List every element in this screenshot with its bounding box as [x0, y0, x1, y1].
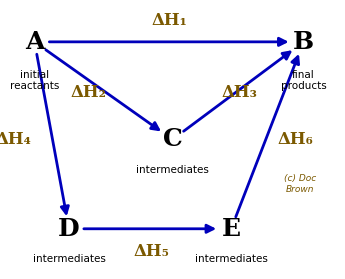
Text: D: D	[58, 217, 80, 241]
Text: final
products: final products	[281, 70, 326, 91]
Text: ΔH₅: ΔH₅	[134, 243, 170, 259]
Text: E: E	[221, 217, 241, 241]
Text: C: C	[162, 128, 183, 151]
Text: intermediates: intermediates	[136, 165, 209, 175]
Text: intermediates: intermediates	[32, 254, 106, 264]
Text: intermediates: intermediates	[195, 254, 268, 264]
Text: (c) Doc
Brown: (c) Doc Brown	[284, 174, 316, 194]
Text: ΔH₃: ΔH₃	[222, 84, 258, 100]
Text: ΔH₂: ΔH₂	[70, 84, 106, 100]
Text: initial
reactants: initial reactants	[10, 70, 59, 91]
Text: A: A	[25, 30, 44, 54]
Text: ΔH₆: ΔH₆	[277, 131, 313, 148]
Text: B: B	[293, 30, 314, 54]
Text: ΔH₁: ΔH₁	[151, 13, 187, 29]
Text: ΔH₄: ΔH₄	[0, 131, 32, 148]
